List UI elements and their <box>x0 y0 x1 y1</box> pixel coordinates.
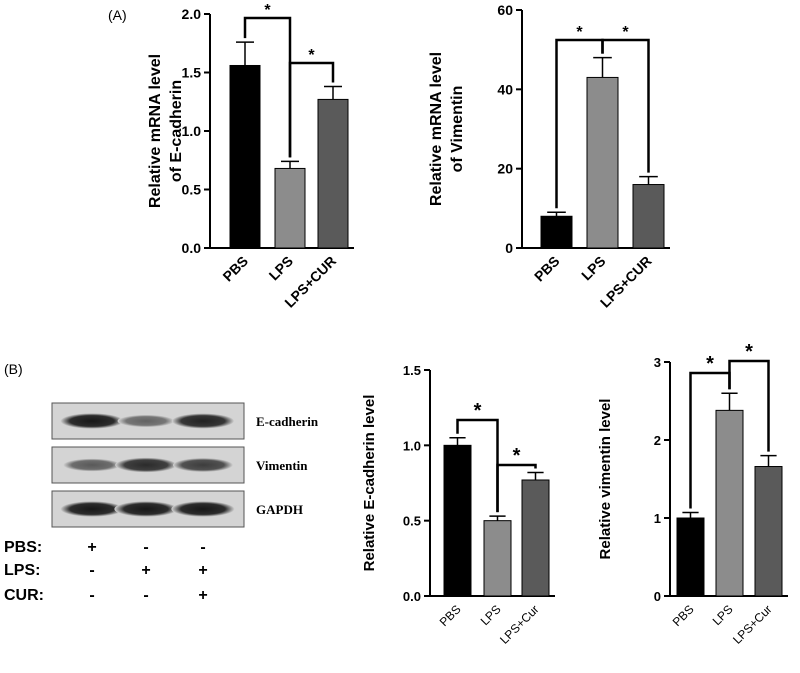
significance-star: * <box>308 47 315 64</box>
category-label: LPS <box>266 253 297 284</box>
significance-star: * <box>622 24 629 41</box>
y-tick-label: 40 <box>497 81 513 97</box>
group-label-cur: CUR: <box>4 587 44 604</box>
bar-lps <box>586 76 619 249</box>
chart-vimentin-mrna: 0 20 40 60 Relative mRNA level of Vimentin PBS… <box>428 2 670 311</box>
group-label-pbs: PBS: <box>4 539 42 556</box>
bar-lps-cur <box>632 184 665 249</box>
y-axis-label: Relative mRNA level <box>428 52 445 206</box>
y-tick-label: 2.0 <box>182 6 202 22</box>
category-label: LPS <box>710 602 736 628</box>
bar-lps-cur <box>317 98 349 249</box>
category-label: PBS <box>437 602 464 629</box>
significance-star: * <box>745 341 753 363</box>
bar-lps-cur <box>754 466 783 597</box>
y-tick-label: 1.5 <box>403 363 421 378</box>
chart-ecadherin-protein: 0.0 0.5 1.0 1.5 Relative E-cadherin level PBS… <box>361 363 555 647</box>
significance-bracket <box>496 463 537 513</box>
category-label: LPS+Cur <box>497 602 542 647</box>
y-axis-label: Relative mRNA level <box>147 54 164 208</box>
treatment-sign: - <box>143 587 148 604</box>
blot-band <box>171 413 235 429</box>
category-label: LPS <box>578 253 609 284</box>
treatment-sign: - <box>200 539 205 556</box>
y-axis-label: Relative vimentin level <box>597 399 614 560</box>
y-axis-label: Relative E-cadherin level <box>361 395 378 572</box>
y-tick-label: 0.0 <box>403 589 421 604</box>
significance-bracket <box>601 38 650 173</box>
chart-ecadherin-mrna: 0.0 0.5 1.0 1.5 2.0 Relative mRNA level of E-c… <box>147 2 354 311</box>
blot-label-gapdh: GAPDH <box>256 502 303 517</box>
y-tick-label: 0 <box>654 589 661 604</box>
bar-lps <box>715 409 744 597</box>
treatment-sign: - <box>143 539 148 556</box>
bar-lps-cur <box>521 479 550 597</box>
treatment-sign: + <box>141 562 150 579</box>
category-label: PBS <box>531 253 563 285</box>
y-tick-label: 0 <box>505 240 513 256</box>
chart-vimentin-protein: 0 1 2 3 Relative vimentin level PBS LPSLPS+Cur… <box>597 341 788 647</box>
bar-pbs <box>443 444 472 597</box>
y-tick-label: 1.0 <box>182 123 202 139</box>
y-tick-label: 1.5 <box>182 65 202 81</box>
blot-label-vimentin: Vimentin <box>256 458 308 473</box>
significance-star: * <box>576 24 583 41</box>
significance-star: * <box>706 353 714 375</box>
blot-band <box>171 501 235 517</box>
treatment-sign: + <box>198 587 207 604</box>
blot-band <box>115 457 177 473</box>
panel-label-b: (B) <box>4 361 23 377</box>
blot-band <box>60 413 124 429</box>
y-tick-label: 0.0 <box>182 240 202 256</box>
bar-lps <box>274 167 306 249</box>
bar-lps <box>483 520 512 597</box>
y-tick-label: 0.5 <box>182 182 202 198</box>
y-tick-label: 3 <box>654 355 661 370</box>
group-label-lps: LPS: <box>4 562 40 579</box>
category-label: LPS <box>478 602 504 628</box>
western-blot: E-cadherin Vimentin GAPDH PBS: + - - LPS: - + + CUR… <box>4 402 319 604</box>
category-label: PBS <box>670 602 697 629</box>
y-tick-label: 0.5 <box>403 514 421 529</box>
significance-star: * <box>513 445 521 467</box>
significance-star: * <box>264 2 271 19</box>
panel-label-a: (A) <box>108 7 127 23</box>
blot-band <box>173 458 233 472</box>
y-tick-label: 2 <box>654 433 661 448</box>
y-tick-label: 1 <box>654 511 661 526</box>
treatment-sign: - <box>89 587 94 604</box>
treatment-sign: + <box>198 562 207 579</box>
category-label: PBS <box>219 253 251 285</box>
significance-bracket <box>288 61 335 158</box>
y-axis-label: of Vimentin <box>449 86 466 173</box>
treatment-sign: + <box>87 539 96 556</box>
bar-pbs <box>540 215 573 249</box>
y-tick-label: 1.0 <box>403 438 421 453</box>
y-tick-label: 60 <box>497 2 513 18</box>
blot-band <box>60 501 124 517</box>
blot-label-e-cadherin: E-cadherin <box>256 414 319 429</box>
blot-band <box>117 414 175 428</box>
y-axis-label: of E-cadherin <box>168 80 185 182</box>
y-tick-label: 20 <box>497 161 513 177</box>
significance-star: * <box>474 400 482 422</box>
bar-pbs <box>229 64 261 249</box>
significance-bracket <box>728 359 770 452</box>
category-label: LPS+Cur <box>730 602 775 647</box>
treatment-sign: - <box>89 562 94 579</box>
blot-band <box>114 501 178 517</box>
blot-band <box>63 458 121 472</box>
bar-pbs <box>676 517 705 597</box>
